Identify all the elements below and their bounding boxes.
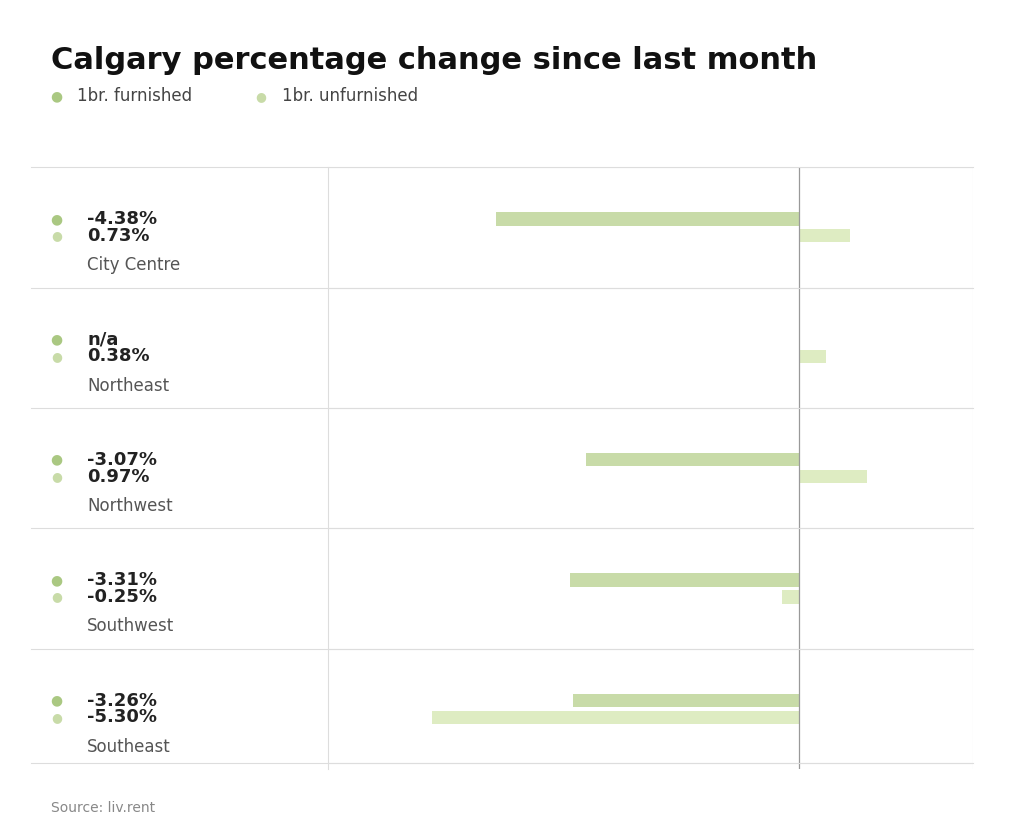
Text: Southeast: Southeast — [87, 738, 171, 756]
Bar — [496, 212, 800, 226]
Text: -3.26%: -3.26% — [87, 691, 157, 710]
Bar — [800, 470, 866, 483]
Text: 0.73%: 0.73% — [87, 227, 150, 245]
Text: ●: ● — [50, 333, 62, 346]
Bar — [573, 694, 800, 707]
Text: Source: liv.rent: Source: liv.rent — [51, 801, 156, 815]
Text: -3.07%: -3.07% — [87, 451, 157, 469]
Text: ●: ● — [51, 229, 61, 242]
Text: City Centre: City Centre — [87, 257, 180, 274]
Text: ●: ● — [51, 711, 61, 724]
Text: ●: ● — [50, 212, 62, 226]
Text: -0.25%: -0.25% — [87, 588, 157, 606]
Text: -5.30%: -5.30% — [87, 708, 157, 726]
Bar — [569, 573, 800, 587]
Bar — [587, 453, 800, 466]
Text: Northwest: Northwest — [87, 497, 173, 515]
Bar — [782, 590, 800, 604]
Text: ●: ● — [51, 349, 61, 363]
Text: ●: ● — [50, 573, 62, 587]
Bar — [432, 711, 800, 724]
Text: ●: ● — [50, 89, 62, 103]
Text: n/a: n/a — [87, 330, 119, 349]
Text: ●: ● — [50, 453, 62, 466]
Text: -4.38%: -4.38% — [87, 210, 157, 228]
Text: 1br. unfurnished: 1br. unfurnished — [282, 87, 418, 105]
Text: ●: ● — [50, 694, 62, 707]
Text: Calgary percentage change since last month: Calgary percentage change since last mon… — [51, 46, 817, 75]
Text: Northeast: Northeast — [87, 377, 169, 395]
Bar — [800, 349, 825, 363]
Text: 0.97%: 0.97% — [87, 467, 150, 486]
Text: ●: ● — [256, 89, 266, 103]
Text: 0.38%: 0.38% — [87, 347, 150, 365]
Text: ●: ● — [51, 470, 61, 483]
Text: Southwest: Southwest — [87, 618, 174, 635]
Text: ●: ● — [51, 590, 61, 604]
Text: 1br. furnished: 1br. furnished — [77, 87, 191, 105]
Text: -3.31%: -3.31% — [87, 571, 157, 589]
Bar — [800, 229, 850, 242]
